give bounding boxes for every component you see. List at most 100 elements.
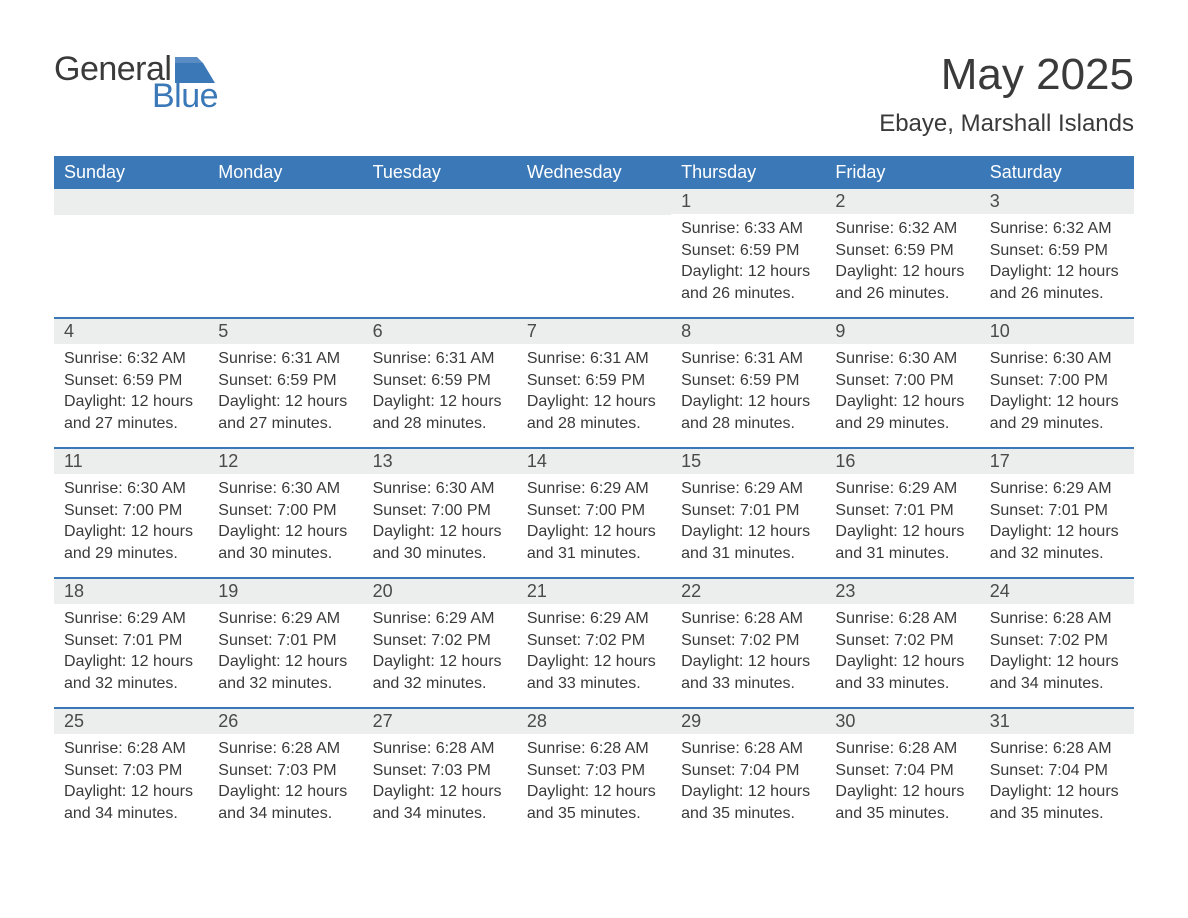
- day-sunset: Sunset: 7:04 PM: [835, 760, 969, 782]
- day-dl1: Daylight: 12 hours: [527, 391, 661, 413]
- day-number: 10: [980, 319, 1134, 344]
- day-cell: 31Sunrise: 6:28 AMSunset: 7:04 PMDayligh…: [980, 709, 1134, 837]
- day-sunrise: Sunrise: 6:30 AM: [990, 348, 1124, 370]
- day-number: 25: [54, 709, 208, 734]
- day-cell: 17Sunrise: 6:29 AMSunset: 7:01 PMDayligh…: [980, 449, 1134, 577]
- day-number: 18: [54, 579, 208, 604]
- day-sunset: Sunset: 7:01 PM: [835, 500, 969, 522]
- day-info: Sunrise: 6:28 AMSunset: 7:04 PMDaylight:…: [980, 734, 1134, 832]
- day-cell: 3Sunrise: 6:32 AMSunset: 6:59 PMDaylight…: [980, 189, 1134, 317]
- day-number: 20: [363, 579, 517, 604]
- day-sunrise: Sunrise: 6:31 AM: [527, 348, 661, 370]
- day-cell: 19Sunrise: 6:29 AMSunset: 7:01 PMDayligh…: [208, 579, 362, 707]
- brand-text-bottom: Blue: [152, 77, 218, 116]
- day-number: 4: [54, 319, 208, 344]
- day-sunrise: Sunrise: 6:30 AM: [64, 478, 198, 500]
- day-dl1: Daylight: 12 hours: [681, 261, 815, 283]
- day-number: 11: [54, 449, 208, 474]
- day-info: Sunrise: 6:29 AMSunset: 7:01 PMDaylight:…: [980, 474, 1134, 572]
- day-number: 22: [671, 579, 825, 604]
- weekday-header: Sunday: [54, 156, 208, 189]
- day-sunrise: Sunrise: 6:32 AM: [835, 218, 969, 240]
- day-dl1: Daylight: 12 hours: [218, 521, 352, 543]
- day-dl2: and 33 minutes.: [835, 673, 969, 695]
- empty-day-header: [208, 189, 362, 215]
- day-dl2: and 27 minutes.: [64, 413, 198, 435]
- day-number: 19: [208, 579, 362, 604]
- day-dl2: and 32 minutes.: [64, 673, 198, 695]
- day-cell: 16Sunrise: 6:29 AMSunset: 7:01 PMDayligh…: [825, 449, 979, 577]
- day-cell: 11 Sunrise: 6:30 AMSunset: 7:00 PMDayligh…: [54, 449, 208, 577]
- day-sunrise: Sunrise: 6:32 AM: [64, 348, 198, 370]
- day-sunrise: Sunrise: 6:28 AM: [527, 738, 661, 760]
- day-info: Sunrise: 6:28 AMSunset: 7:02 PMDaylight:…: [980, 604, 1134, 702]
- day-info: Sunrise: 6:32 AMSunset: 6:59 PMDaylight:…: [54, 344, 208, 442]
- day-dl2: and 30 minutes.: [373, 543, 507, 565]
- day-sunrise: Sunrise: 6:28 AM: [835, 608, 969, 630]
- day-dl1: Daylight: 12 hours: [681, 391, 815, 413]
- day-dl1: Daylight: 12 hours: [990, 781, 1124, 803]
- day-sunset: Sunset: 7:02 PM: [373, 630, 507, 652]
- day-cell: [363, 189, 517, 317]
- day-number: 26: [208, 709, 362, 734]
- day-cell: 8Sunrise: 6:31 AMSunset: 6:59 PMDaylight…: [671, 319, 825, 447]
- day-sunrise: Sunrise: 6:29 AM: [373, 608, 507, 630]
- weekday-header: Friday: [825, 156, 979, 189]
- day-sunrise: Sunrise: 6:30 AM: [835, 348, 969, 370]
- day-dl1: Daylight: 12 hours: [835, 651, 969, 673]
- day-dl2: and 30 minutes.: [218, 543, 352, 565]
- day-sunrise: Sunrise: 6:28 AM: [373, 738, 507, 760]
- week-row: 4Sunrise: 6:32 AMSunset: 6:59 PMDaylight…: [54, 317, 1134, 447]
- day-sunrise: Sunrise: 6:29 AM: [64, 608, 198, 630]
- day-info: Sunrise: 6:29 AMSunset: 7:01 PMDaylight:…: [54, 604, 208, 702]
- day-sunrise: Sunrise: 6:31 AM: [681, 348, 815, 370]
- day-sunset: Sunset: 7:00 PM: [373, 500, 507, 522]
- day-sunset: Sunset: 7:00 PM: [990, 370, 1124, 392]
- day-dl2: and 26 minutes.: [990, 283, 1124, 305]
- day-number: 28: [517, 709, 671, 734]
- day-sunset: Sunset: 7:04 PM: [681, 760, 815, 782]
- day-number: 12: [208, 449, 362, 474]
- day-sunset: Sunset: 7:04 PM: [990, 760, 1124, 782]
- day-dl2: and 31 minutes.: [527, 543, 661, 565]
- day-cell: 15Sunrise: 6:29 AMSunset: 7:01 PMDayligh…: [671, 449, 825, 577]
- day-dl2: and 28 minutes.: [527, 413, 661, 435]
- day-dl2: and 35 minutes.: [681, 803, 815, 825]
- day-cell: 9Sunrise: 6:30 AMSunset: 7:00 PMDaylight…: [825, 319, 979, 447]
- day-number: 23: [825, 579, 979, 604]
- day-sunrise: Sunrise: 6:28 AM: [681, 738, 815, 760]
- day-sunset: Sunset: 7:03 PM: [218, 760, 352, 782]
- day-info: Sunrise: 6:31 AMSunset: 6:59 PMDaylight:…: [363, 344, 517, 442]
- day-dl2: and 34 minutes.: [373, 803, 507, 825]
- day-cell: 26Sunrise: 6:28 AMSunset: 7:03 PMDayligh…: [208, 709, 362, 837]
- day-number: 27: [363, 709, 517, 734]
- day-sunrise: Sunrise: 6:29 AM: [218, 608, 352, 630]
- day-sunset: Sunset: 6:59 PM: [64, 370, 198, 392]
- day-sunrise: Sunrise: 6:28 AM: [990, 738, 1124, 760]
- day-cell: 21Sunrise: 6:29 AMSunset: 7:02 PMDayligh…: [517, 579, 671, 707]
- day-info: Sunrise: 6:32 AMSunset: 6:59 PMDaylight:…: [980, 214, 1134, 312]
- day-info: Sunrise: 6:28 AMSunset: 7:03 PMDaylight:…: [517, 734, 671, 832]
- day-sunset: Sunset: 7:00 PM: [835, 370, 969, 392]
- header: General Blue May 2025 Ebaye, Marshall Is…: [54, 50, 1134, 138]
- day-dl1: Daylight: 12 hours: [835, 781, 969, 803]
- day-dl1: Daylight: 12 hours: [373, 651, 507, 673]
- day-dl1: Daylight: 12 hours: [64, 521, 198, 543]
- day-dl2: and 29 minutes.: [835, 413, 969, 435]
- day-sunset: Sunset: 6:59 PM: [681, 240, 815, 262]
- weekday-header: Thursday: [671, 156, 825, 189]
- day-dl1: Daylight: 12 hours: [681, 781, 815, 803]
- day-sunset: Sunset: 7:00 PM: [218, 500, 352, 522]
- day-cell: 6Sunrise: 6:31 AMSunset: 6:59 PMDaylight…: [363, 319, 517, 447]
- weekday-header: Tuesday: [363, 156, 517, 189]
- day-sunrise: Sunrise: 6:28 AM: [681, 608, 815, 630]
- day-cell: 4Sunrise: 6:32 AMSunset: 6:59 PMDaylight…: [54, 319, 208, 447]
- day-dl1: Daylight: 12 hours: [64, 781, 198, 803]
- day-sunset: Sunset: 7:00 PM: [64, 500, 198, 522]
- day-sunrise: Sunrise: 6:30 AM: [218, 478, 352, 500]
- day-info: Sunrise: 6:28 AMSunset: 7:02 PMDaylight:…: [671, 604, 825, 702]
- week-row: 18Sunrise: 6:29 AMSunset: 7:01 PMDayligh…: [54, 577, 1134, 707]
- day-sunrise: Sunrise: 6:28 AM: [835, 738, 969, 760]
- day-dl1: Daylight: 12 hours: [681, 521, 815, 543]
- day-dl1: Daylight: 12 hours: [527, 781, 661, 803]
